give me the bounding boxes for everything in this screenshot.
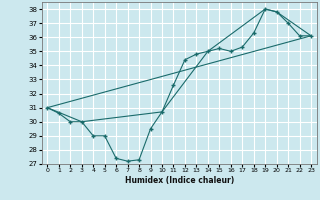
X-axis label: Humidex (Indice chaleur): Humidex (Indice chaleur) xyxy=(124,176,234,185)
